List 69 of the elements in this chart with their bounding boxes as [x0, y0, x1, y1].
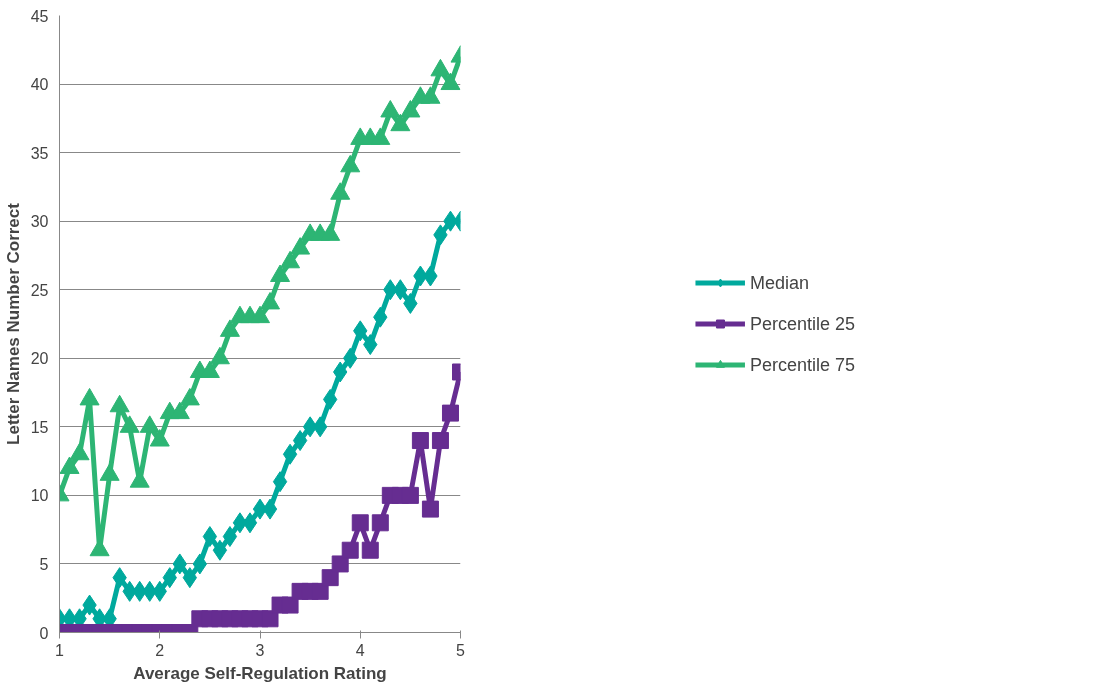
y-tick-label: 10	[30, 487, 49, 505]
point	[169, 401, 190, 420]
point	[380, 100, 401, 118]
point	[250, 305, 270, 324]
point	[292, 430, 308, 452]
point	[262, 498, 278, 520]
point	[421, 500, 439, 518]
y-tick-label: 20	[30, 350, 49, 368]
point	[361, 541, 379, 559]
point	[261, 610, 279, 628]
y-tick-label: 40	[30, 76, 49, 94]
point	[430, 58, 451, 77]
legend-label: Percentile 25	[749, 313, 856, 334]
point	[222, 526, 238, 548]
point	[119, 415, 140, 433]
point	[242, 512, 258, 534]
point	[411, 432, 429, 450]
x-axis-title: Average Self-Regulation Rating	[133, 663, 387, 683]
x-tick-label: 2	[155, 641, 165, 659]
point	[202, 526, 218, 548]
point	[281, 596, 299, 614]
point	[401, 486, 419, 504]
point	[440, 72, 461, 91]
point	[351, 514, 369, 532]
y-tick-label: 45	[30, 7, 49, 25]
x-tick-label: 4	[355, 641, 365, 659]
point	[341, 541, 359, 559]
x-tick-label: 5	[456, 641, 466, 659]
point	[371, 514, 389, 532]
y-axis-title: Letter Names Number Correct	[3, 202, 23, 445]
point	[420, 86, 441, 104]
point	[390, 113, 411, 132]
y-tick-label: 30	[30, 213, 49, 231]
y-tick-label: 5	[39, 555, 49, 573]
point	[441, 404, 459, 422]
point	[331, 555, 349, 573]
point	[282, 443, 298, 465]
point	[330, 182, 351, 200]
point	[260, 291, 281, 310]
point	[272, 471, 288, 493]
point	[290, 237, 311, 255]
x-tick-label: 3	[255, 641, 265, 659]
point	[179, 387, 200, 406]
y-tick-label: 35	[30, 144, 49, 162]
point	[280, 250, 301, 269]
point	[302, 416, 318, 438]
point	[149, 429, 170, 447]
point	[79, 387, 100, 406]
point	[311, 582, 329, 600]
point	[139, 415, 160, 433]
legend-label: Percentile 75	[749, 354, 856, 375]
point	[192, 553, 208, 575]
point	[109, 394, 130, 413]
y-tick-label: 0	[39, 624, 49, 642]
point	[270, 264, 291, 282]
point	[212, 539, 228, 561]
point	[400, 100, 421, 118]
point	[321, 569, 339, 587]
legend-label: Median	[749, 272, 810, 293]
point	[370, 127, 391, 145]
x-tick-label: 1	[55, 641, 65, 659]
point	[431, 432, 449, 450]
point	[320, 223, 341, 241]
point	[209, 346, 230, 365]
y-tick-label: 15	[30, 418, 49, 436]
point	[312, 416, 328, 438]
point	[340, 154, 361, 173]
point	[219, 319, 240, 337]
y-tick-label: 25	[30, 281, 49, 299]
